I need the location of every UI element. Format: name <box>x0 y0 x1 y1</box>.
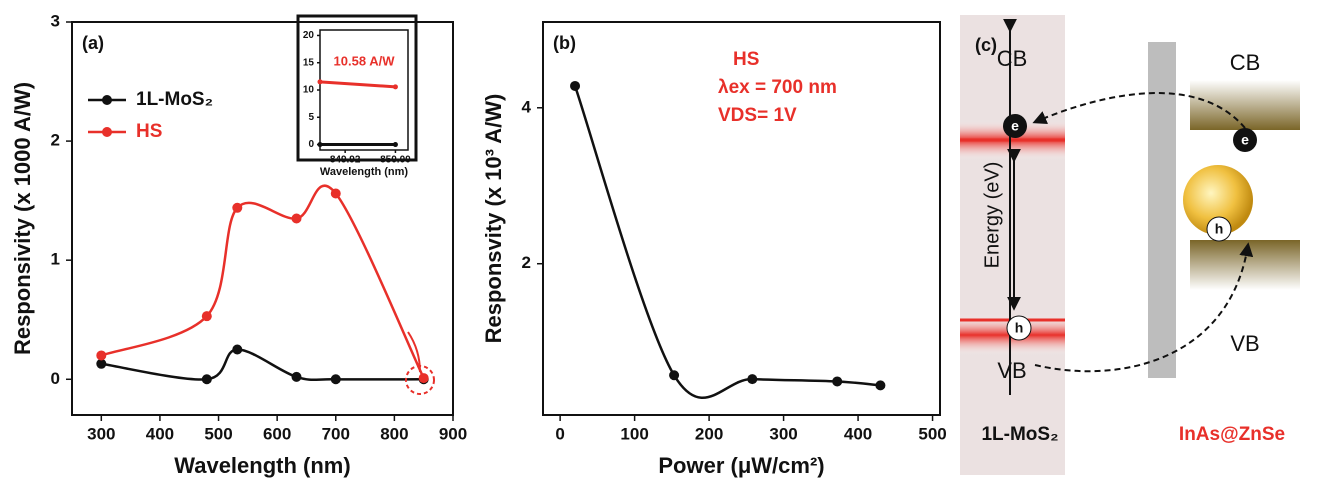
x-tick-label: 500 <box>918 424 946 443</box>
x-axis-label: Wavelength (nm) <box>320 166 409 178</box>
data-point <box>570 80 581 91</box>
mos2-lattice <box>960 15 1065 475</box>
data-point <box>418 373 429 384</box>
y-tick-label: 3 <box>51 11 60 30</box>
electron <box>1233 128 1257 152</box>
legend-label: HS <box>136 121 162 142</box>
carrier-label: e <box>1241 132 1249 148</box>
y-tick-label: 0 <box>308 139 314 150</box>
y-tick-label: 20 <box>303 30 315 41</box>
highlight-arrow <box>407 331 421 373</box>
data-line <box>101 348 424 382</box>
material-label: InAs@ZnSe <box>1179 424 1285 445</box>
band-label: VB <box>1230 331 1259 356</box>
data-point <box>330 188 341 199</box>
data-point <box>96 358 107 369</box>
data-point <box>291 371 302 382</box>
data-line <box>319 80 396 89</box>
data-point <box>201 374 212 385</box>
data-point <box>832 376 843 387</box>
data-point <box>330 374 341 385</box>
data-point <box>201 311 212 322</box>
x-axis-label: Wavelength (nm) <box>174 453 350 478</box>
legend-label: 1L-MoS₂ <box>136 89 213 110</box>
y-tick-label: 1 <box>51 250 60 269</box>
band-label: CB <box>1230 50 1261 75</box>
data-point <box>232 202 243 213</box>
x-axis-label: Power (μW/cm²) <box>658 453 824 478</box>
x-tick-label: 300 <box>87 424 115 443</box>
data-line <box>100 184 425 379</box>
y-tick-label: 10 <box>303 85 315 96</box>
band-label: VB <box>997 358 1026 383</box>
x-tick-label: 700 <box>322 424 350 443</box>
cb-band-qd <box>1190 80 1300 130</box>
plot-frame <box>319 29 409 151</box>
band-diagram: (c) CB CB VB VB e e h h Energy (eV) 1L-M… <box>960 15 1300 475</box>
electron <box>1003 114 1027 138</box>
y-axis-label: Responsvity (x 10³ A/W) <box>481 94 506 344</box>
x-tick-label: 900 <box>439 424 467 443</box>
plot-frame <box>542 21 941 416</box>
carrier-label: h <box>1215 221 1224 237</box>
panel-label: (b) <box>553 33 576 53</box>
annotation: 10.58 A/W <box>334 53 396 68</box>
y-tick-label: 15 <box>303 57 315 68</box>
x-tick-label: 100 <box>620 424 648 443</box>
carrier-label: e <box>1011 118 1019 134</box>
y-axis-label: Responsivity (x 1000 A/W) <box>10 82 35 355</box>
data-point <box>392 84 398 90</box>
carrier-label: h <box>1015 320 1024 336</box>
panel-label: (a) <box>82 33 104 53</box>
x-tick-label: 600 <box>263 424 291 443</box>
data-point <box>317 142 323 148</box>
electron-transfer <box>1032 92 1246 129</box>
data-point <box>291 213 302 224</box>
x-tick-label: 400 <box>844 424 872 443</box>
legend-marker <box>102 127 112 137</box>
vb-band-qd <box>1190 240 1300 290</box>
x-tick-label: 400 <box>146 424 174 443</box>
y-tick-label: 2 <box>522 253 531 272</box>
data-point <box>317 79 323 85</box>
band-label: CB <box>997 46 1028 71</box>
y-tick-label: 0 <box>51 369 60 388</box>
x-tick-label: 500 <box>204 424 232 443</box>
inset-frame <box>296 14 418 162</box>
x-tick-label: 800 <box>380 424 408 443</box>
y-tick-label: 2 <box>51 131 60 150</box>
hole <box>1006 315 1032 341</box>
barrier <box>1148 42 1176 378</box>
annotation: HS <box>733 49 759 70</box>
data-point <box>669 370 680 381</box>
panel-label: (c) <box>975 35 997 55</box>
plot-frame <box>71 21 454 416</box>
data-point <box>875 380 886 391</box>
x-tick-label: 200 <box>695 424 723 443</box>
data-point <box>232 344 243 355</box>
quantum-dot <box>1183 165 1253 235</box>
legend-marker <box>102 95 112 105</box>
x-tick-label: 300 <box>769 424 797 443</box>
annotation: λex = 700 nm <box>718 77 837 98</box>
material-label: 1L-MoS₂ <box>981 424 1058 445</box>
hole-transfer <box>1034 242 1254 373</box>
data-point <box>96 350 107 361</box>
y-tick-label: 5 <box>308 112 314 123</box>
hole <box>1206 216 1232 242</box>
annotation: VDS= 1V <box>718 105 797 126</box>
data-point <box>392 142 398 148</box>
axis-label: Energy (eV) <box>981 162 1003 269</box>
data-point <box>747 374 758 385</box>
y-tick-label: 4 <box>522 97 532 116</box>
x-tick-label: 0 <box>555 424 564 443</box>
data-line <box>573 85 881 399</box>
